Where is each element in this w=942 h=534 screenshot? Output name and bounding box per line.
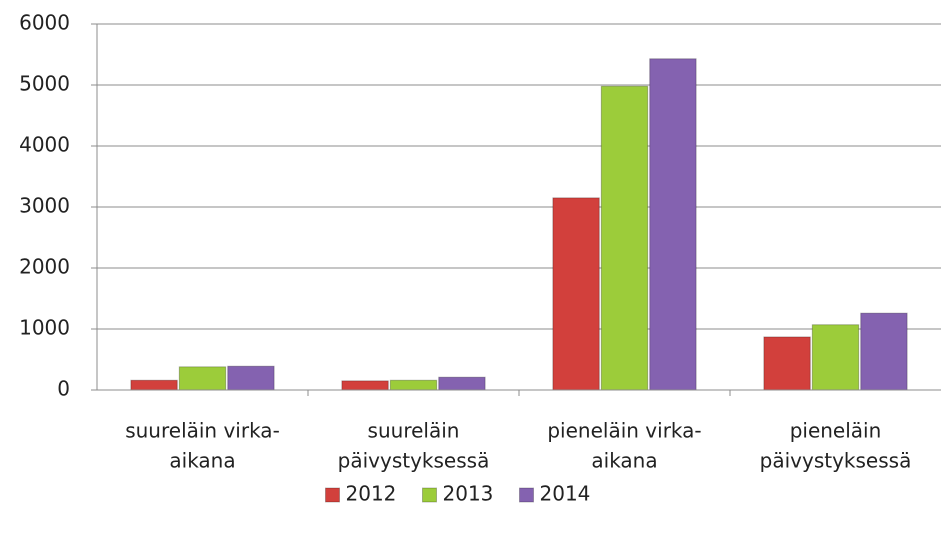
bar <box>552 197 600 391</box>
bar <box>130 379 178 391</box>
legend-label: 2013 <box>443 482 494 506</box>
legend-swatch <box>422 487 437 503</box>
y-tick-label: 0 <box>57 377 70 401</box>
x-tick-label: päivystyksessä <box>760 449 912 473</box>
y-tick-label: 1000 <box>19 316 70 340</box>
legend-swatch <box>325 487 340 503</box>
bar <box>389 379 438 391</box>
y-tick-label: 3000 <box>19 194 70 218</box>
x-tick-label: pieneläin <box>790 419 882 443</box>
x-tick-label: aikana <box>591 449 657 473</box>
y-tick-label: 6000 <box>19 11 70 35</box>
y-tick-label: 2000 <box>19 255 70 279</box>
x-tick-label: suureläin <box>368 419 460 443</box>
bar <box>763 336 811 391</box>
x-tick-label: suureläin virka- <box>125 419 280 443</box>
x-tick-label: aikana <box>169 449 235 473</box>
bar <box>649 58 697 391</box>
bar <box>227 365 275 391</box>
bar <box>438 376 486 391</box>
legend-swatch <box>519 487 534 503</box>
legend-label: 2012 <box>346 482 397 506</box>
legend-label: 2014 <box>540 482 591 506</box>
x-tick-label: päivystyksessä <box>338 449 490 473</box>
bar <box>811 324 860 391</box>
bar <box>341 380 389 391</box>
y-tick-label: 4000 <box>19 133 70 157</box>
x-tick-label: pieneläin virka- <box>547 419 701 443</box>
y-tick-label: 5000 <box>19 72 70 96</box>
bar <box>600 85 649 391</box>
bar <box>178 366 227 391</box>
bar <box>860 312 908 391</box>
